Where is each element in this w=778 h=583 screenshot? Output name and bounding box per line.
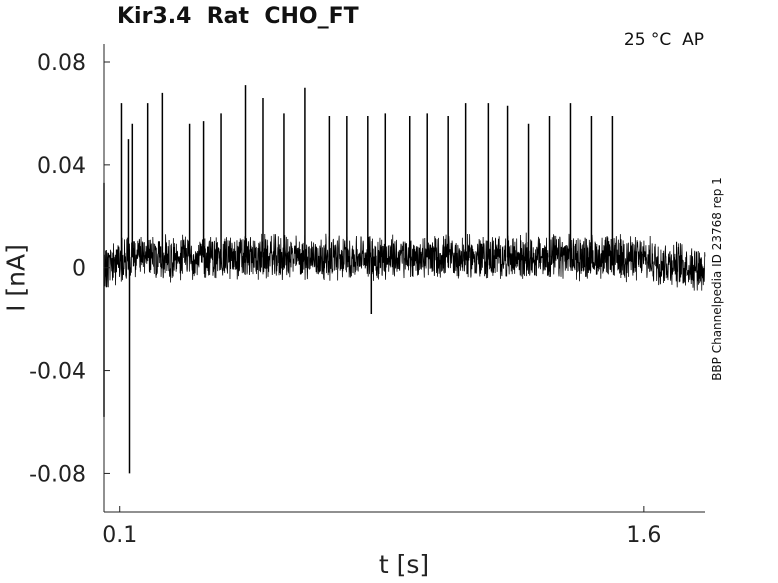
condition-annotation: 25 °C AP <box>623 30 704 50</box>
trace-line <box>103 232 706 291</box>
y-tick-label: 0.08 <box>37 51 86 76</box>
x-tick-label: 0.1 <box>102 523 137 548</box>
y-tick-label: -0.08 <box>29 462 86 487</box>
x-tick-label: 1.6 <box>626 523 661 548</box>
y-axis-label: I [nA] <box>1 244 31 312</box>
y-tick-label: -0.04 <box>29 360 86 385</box>
y-tick-label: 0 <box>72 257 86 282</box>
axes: 0.08 0.04 0 -0.04 -0.08 0.1 1.6 <box>29 44 705 548</box>
x-axis-label: t [s] <box>378 550 430 579</box>
current-trace <box>103 85 706 474</box>
chart-title: Kir3.4 Rat CHO_FT <box>117 4 359 29</box>
side-label: BBP Channelpedia ID 23768 rep 1 <box>710 177 724 381</box>
y-tick-label: 0.04 <box>37 154 86 179</box>
